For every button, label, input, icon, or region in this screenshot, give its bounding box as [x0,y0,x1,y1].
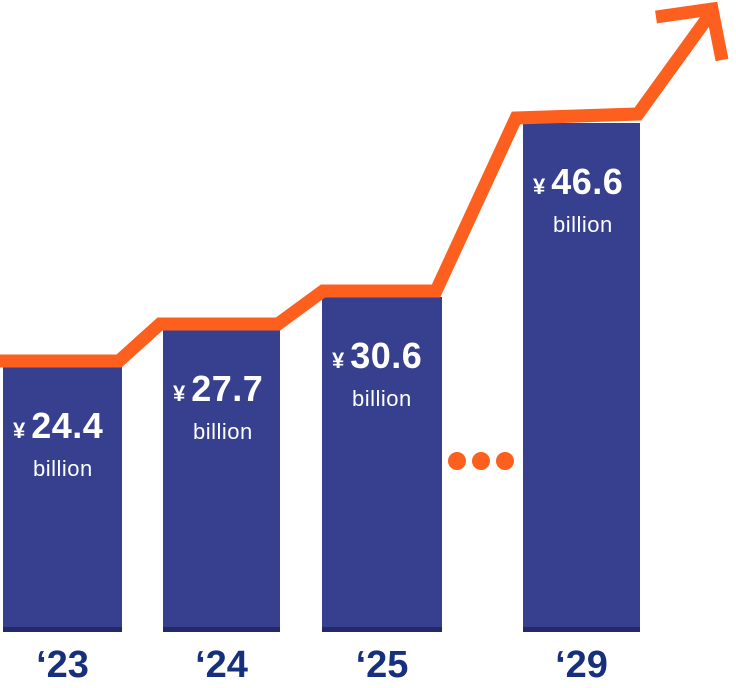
bar-2024-value: ¥27.7 [173,370,276,416]
bar-2023: ¥24.4 billion [3,367,122,632]
year-label-2025: ‘25 [355,644,409,686]
ellipsis-dots [448,452,514,470]
yen-symbol: ¥ [13,418,26,443]
value-number: 46.6 [551,161,624,202]
bar-2023-value: ¥24.4 [13,407,118,453]
yen-symbol: ¥ [332,348,345,373]
bar-2029: ¥46.6 billion [523,123,640,632]
bar-2025: ¥30.6 billion [322,297,442,632]
bar-2025-value: ¥30.6 [332,337,438,383]
value-number: 30.6 [350,335,423,376]
ellipsis-dot [448,452,466,470]
unit-label: billion [352,386,412,411]
bar-2029-value: ¥46.6 [533,163,636,209]
value-number: 24.4 [31,405,104,446]
unit-label: billion [553,212,613,237]
trend-arrowhead-icon [655,1,729,62]
bar-2023-label: ¥24.4 billion [13,407,118,482]
unit-label: billion [193,419,253,444]
ellipsis-dot [496,452,514,470]
bar-2029-label: ¥46.6 billion [533,163,636,238]
bar-2025-label: ¥30.6 billion [332,337,438,412]
year-label-2023: ‘23 [36,644,89,686]
bar-2024-label: ¥27.7 billion [173,370,276,445]
yen-symbol: ¥ [533,174,546,199]
ellipsis-dot [472,452,490,470]
unit-label: billion [33,456,93,481]
yen-symbol: ¥ [173,381,186,406]
value-number: 27.7 [191,368,264,409]
bar-2024: ¥27.7 billion [163,330,280,632]
year-label-2029: ‘29 [555,644,608,686]
year-label-2024: ‘24 [195,644,248,686]
